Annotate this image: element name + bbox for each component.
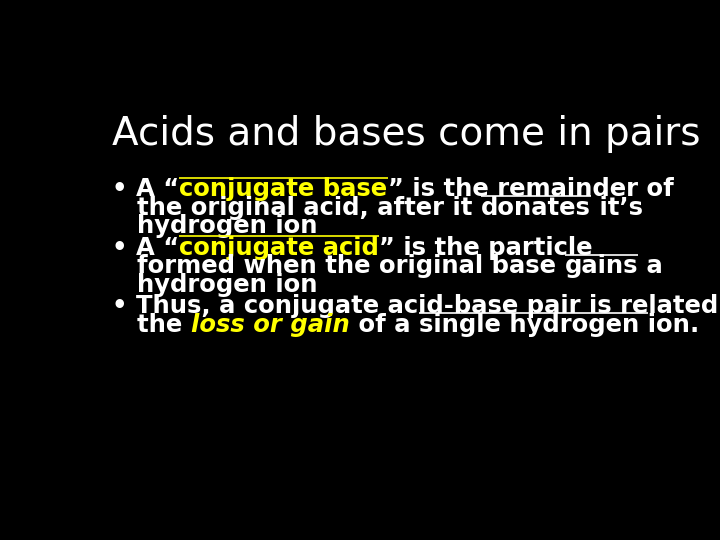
Text: donates: donates (481, 195, 591, 220)
Text: the original acid, after it: the original acid, after it (138, 195, 481, 220)
Text: conjugate acid: conjugate acid (179, 235, 379, 260)
Text: single hydrogen ion: single hydrogen ion (419, 313, 690, 337)
Text: • A “: • A “ (112, 235, 179, 260)
Text: Acids and bases come in pairs: Acids and bases come in pairs (112, 114, 701, 153)
Text: hydrogen ion: hydrogen ion (138, 273, 318, 297)
Text: a: a (639, 254, 663, 278)
Text: • A “: • A “ (112, 177, 179, 201)
Text: .: . (690, 313, 699, 337)
Text: of a: of a (350, 313, 419, 337)
Text: the: the (138, 313, 192, 337)
Text: formed when the original base: formed when the original base (138, 254, 565, 278)
Text: conjugate base: conjugate base (179, 177, 387, 201)
Text: loss or gain: loss or gain (192, 313, 350, 337)
Text: ” is the particle: ” is the particle (379, 235, 593, 260)
Text: it’s: it’s (591, 195, 643, 220)
Text: • Thus, a conjugate acid-base pair is related by: • Thus, a conjugate acid-base pair is re… (112, 294, 720, 318)
Text: gains: gains (565, 254, 639, 278)
Text: hydrogen ion: hydrogen ion (138, 214, 318, 238)
Text: ” is the remainder of: ” is the remainder of (387, 177, 673, 201)
